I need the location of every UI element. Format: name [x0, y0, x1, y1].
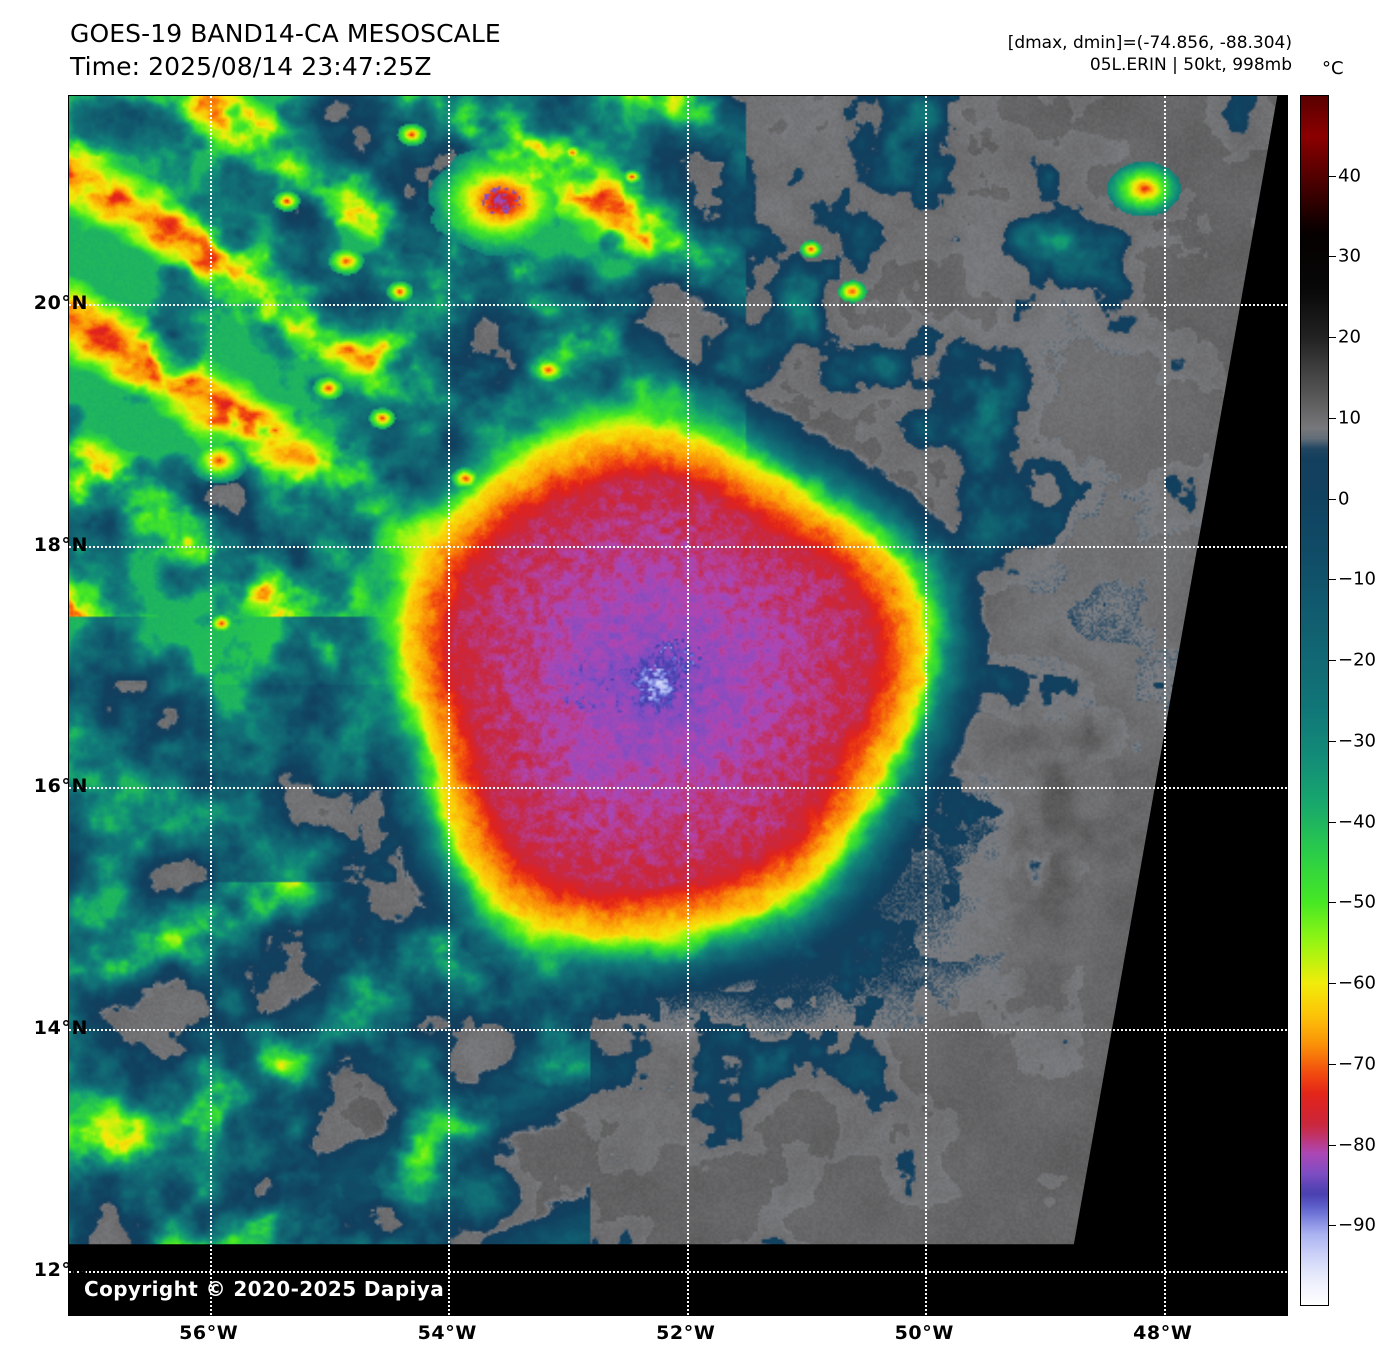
xtick-label-54°W: 54°W: [417, 1322, 477, 1344]
colorbar-tickmark-0: [1329, 498, 1336, 500]
colorbar-tickmark-40: [1329, 175, 1336, 177]
colorbar-tickmark--20: [1329, 660, 1336, 662]
ytick-label-16°N: 16°N: [33, 775, 88, 798]
colorbar-tickmark--30: [1329, 740, 1336, 742]
xtick-label-52°W: 52°W: [656, 1322, 716, 1344]
colorbar-tick--70: −70: [1338, 1053, 1376, 1075]
colorbar-gradient: [1300, 95, 1329, 1306]
satellite-image-plot: [68, 95, 1288, 1316]
colorbar: [1300, 95, 1329, 1306]
metadata-block: [dmax, dmin]=(-74.856, -88.304) 05L.ERIN…: [1008, 32, 1292, 77]
colorbar-tick--20: −20: [1338, 649, 1376, 671]
colorbar-tickmark--90: [1329, 1225, 1336, 1227]
colorbar-tickmark--80: [1329, 1144, 1336, 1146]
xtick-label-56°W: 56°W: [179, 1322, 239, 1344]
colorbar-tickmark-10: [1329, 417, 1336, 419]
colorbar-tick--10: −10: [1338, 568, 1376, 590]
colorbar-tick--50: −50: [1338, 891, 1376, 913]
colorbar-tick-0: 0: [1338, 488, 1350, 510]
timestamp-label: Time: 2025/08/14 23:47:25Z: [70, 51, 432, 81]
colorbar-tickmark-20: [1329, 337, 1336, 339]
xtick-label-48°W: 48°W: [1133, 1322, 1193, 1344]
colorbar-tick-30: 30: [1338, 245, 1361, 267]
colorbar-tickmark--50: [1329, 902, 1336, 904]
colorbar-tick--40: −40: [1338, 811, 1376, 833]
page-title: GOES-19 BAND14-CA MESOSCALE: [70, 19, 501, 48]
dmax-dmin-label: [dmax, dmin]=(-74.856, -88.304): [1007, 33, 1292, 53]
colorbar-tick-40: 40: [1338, 165, 1361, 187]
plot-clip: [69, 96, 1287, 1315]
storm-info-label: 05L.ERIN | 50kt, 998mb: [1089, 55, 1292, 76]
colorbar-tick--30: −30: [1338, 730, 1376, 752]
satellite-swath: [69, 96, 1278, 1245]
colorbar-tickmark--70: [1329, 1063, 1336, 1065]
ytick-label-20°N: 20°N: [33, 291, 88, 314]
ytick-label-12°N: 12°N: [33, 1259, 88, 1282]
colorbar-tick--90: −90: [1338, 1214, 1376, 1236]
xtick-label-50°W: 50°W: [894, 1322, 954, 1344]
colorbar-tick-10: 10: [1338, 407, 1361, 429]
colorbar-tick-20: 20: [1338, 326, 1361, 348]
copyright-label: Copyright © 2020-2025 Dapiya: [84, 1277, 445, 1301]
satellite-imagery-canvas: [69, 96, 1278, 1245]
colorbar-tickmark--60: [1329, 983, 1336, 985]
colorbar-tick--60: −60: [1338, 972, 1376, 994]
colorbar-tickmark--40: [1329, 821, 1336, 823]
ytick-label-18°N: 18°N: [33, 533, 88, 556]
colorbar-unit-label: °C: [1322, 58, 1344, 79]
colorbar-tickmark-30: [1329, 256, 1336, 258]
title-block: GOES-19 BAND14-CA MESOSCALE Time: 2025/0…: [70, 18, 501, 83]
ytick-label-14°N: 14°N: [33, 1017, 88, 1040]
colorbar-tickmark--10: [1329, 579, 1336, 581]
colorbar-tick--80: −80: [1338, 1134, 1376, 1156]
